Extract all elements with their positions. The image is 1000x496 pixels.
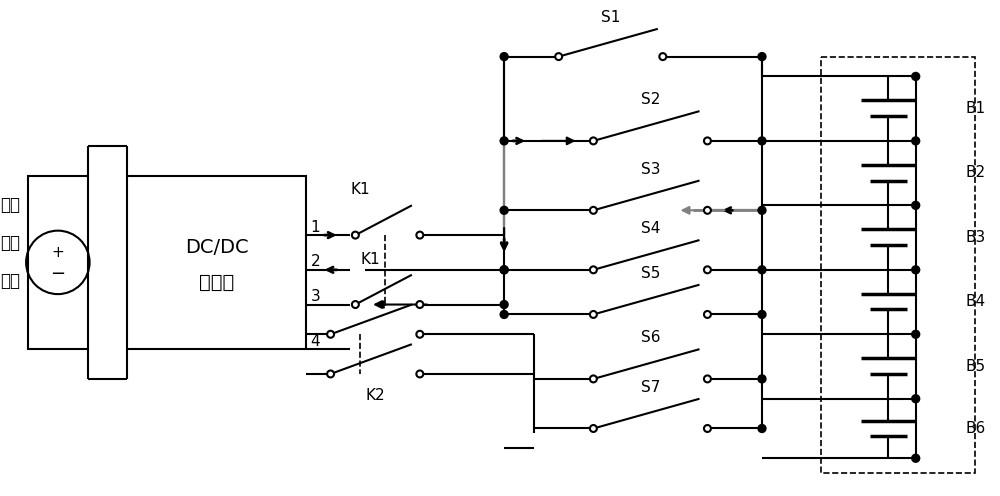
Circle shape <box>500 301 508 309</box>
Circle shape <box>704 266 711 273</box>
Text: B3: B3 <box>965 230 986 245</box>
Text: S2: S2 <box>641 92 660 107</box>
Bar <box>28 176 88 349</box>
Text: B5: B5 <box>965 359 985 373</box>
Text: DC/DC: DC/DC <box>185 238 248 257</box>
Text: B6: B6 <box>965 421 986 436</box>
Circle shape <box>912 330 920 338</box>
Text: S5: S5 <box>641 266 660 281</box>
Circle shape <box>704 375 711 382</box>
Circle shape <box>327 371 334 377</box>
Circle shape <box>758 375 766 383</box>
Text: S1: S1 <box>601 10 620 25</box>
Text: S4: S4 <box>641 221 660 236</box>
Circle shape <box>758 266 766 274</box>
Circle shape <box>590 266 597 273</box>
Circle shape <box>912 72 920 80</box>
Circle shape <box>416 371 423 377</box>
Circle shape <box>590 311 597 318</box>
Circle shape <box>912 137 920 145</box>
Bar <box>821 57 975 473</box>
Circle shape <box>500 206 508 214</box>
Text: 变换器: 变换器 <box>199 273 234 292</box>
Circle shape <box>416 331 423 338</box>
Circle shape <box>500 266 508 274</box>
Text: 3: 3 <box>311 289 320 304</box>
Circle shape <box>659 53 666 60</box>
Text: B2: B2 <box>965 165 985 180</box>
Text: +: + <box>51 245 64 260</box>
Text: S3: S3 <box>641 162 660 177</box>
Circle shape <box>416 301 423 308</box>
Circle shape <box>704 425 711 432</box>
Circle shape <box>352 232 359 239</box>
Text: S7: S7 <box>641 380 660 395</box>
Circle shape <box>912 201 920 209</box>
Text: S6: S6 <box>641 330 660 345</box>
Circle shape <box>352 301 359 308</box>
Text: 外部: 外部 <box>0 196 20 214</box>
Text: B4: B4 <box>965 294 985 309</box>
Text: 电源: 电源 <box>0 272 20 290</box>
Circle shape <box>704 207 711 214</box>
Circle shape <box>500 137 508 145</box>
Bar <box>127 176 306 349</box>
Circle shape <box>590 207 597 214</box>
Circle shape <box>590 375 597 382</box>
Circle shape <box>704 311 711 318</box>
Circle shape <box>327 331 334 338</box>
Circle shape <box>590 137 597 144</box>
Text: K1: K1 <box>360 252 380 267</box>
Circle shape <box>704 137 711 144</box>
Text: K2: K2 <box>365 388 385 403</box>
Text: 直流: 直流 <box>0 234 20 252</box>
Text: 2: 2 <box>311 254 320 269</box>
Text: K1: K1 <box>351 183 370 197</box>
Text: 4: 4 <box>311 334 320 349</box>
Circle shape <box>758 425 766 433</box>
Text: −: − <box>50 265 65 283</box>
Text: 1: 1 <box>311 220 320 235</box>
Circle shape <box>500 310 508 318</box>
Circle shape <box>758 53 766 61</box>
Circle shape <box>912 454 920 462</box>
Circle shape <box>555 53 562 60</box>
Text: B1: B1 <box>965 101 985 116</box>
Circle shape <box>500 53 508 61</box>
Circle shape <box>590 425 597 432</box>
Circle shape <box>912 395 920 403</box>
Circle shape <box>758 206 766 214</box>
Circle shape <box>500 266 508 274</box>
Circle shape <box>758 137 766 145</box>
Circle shape <box>912 266 920 274</box>
Circle shape <box>758 310 766 318</box>
Circle shape <box>416 232 423 239</box>
